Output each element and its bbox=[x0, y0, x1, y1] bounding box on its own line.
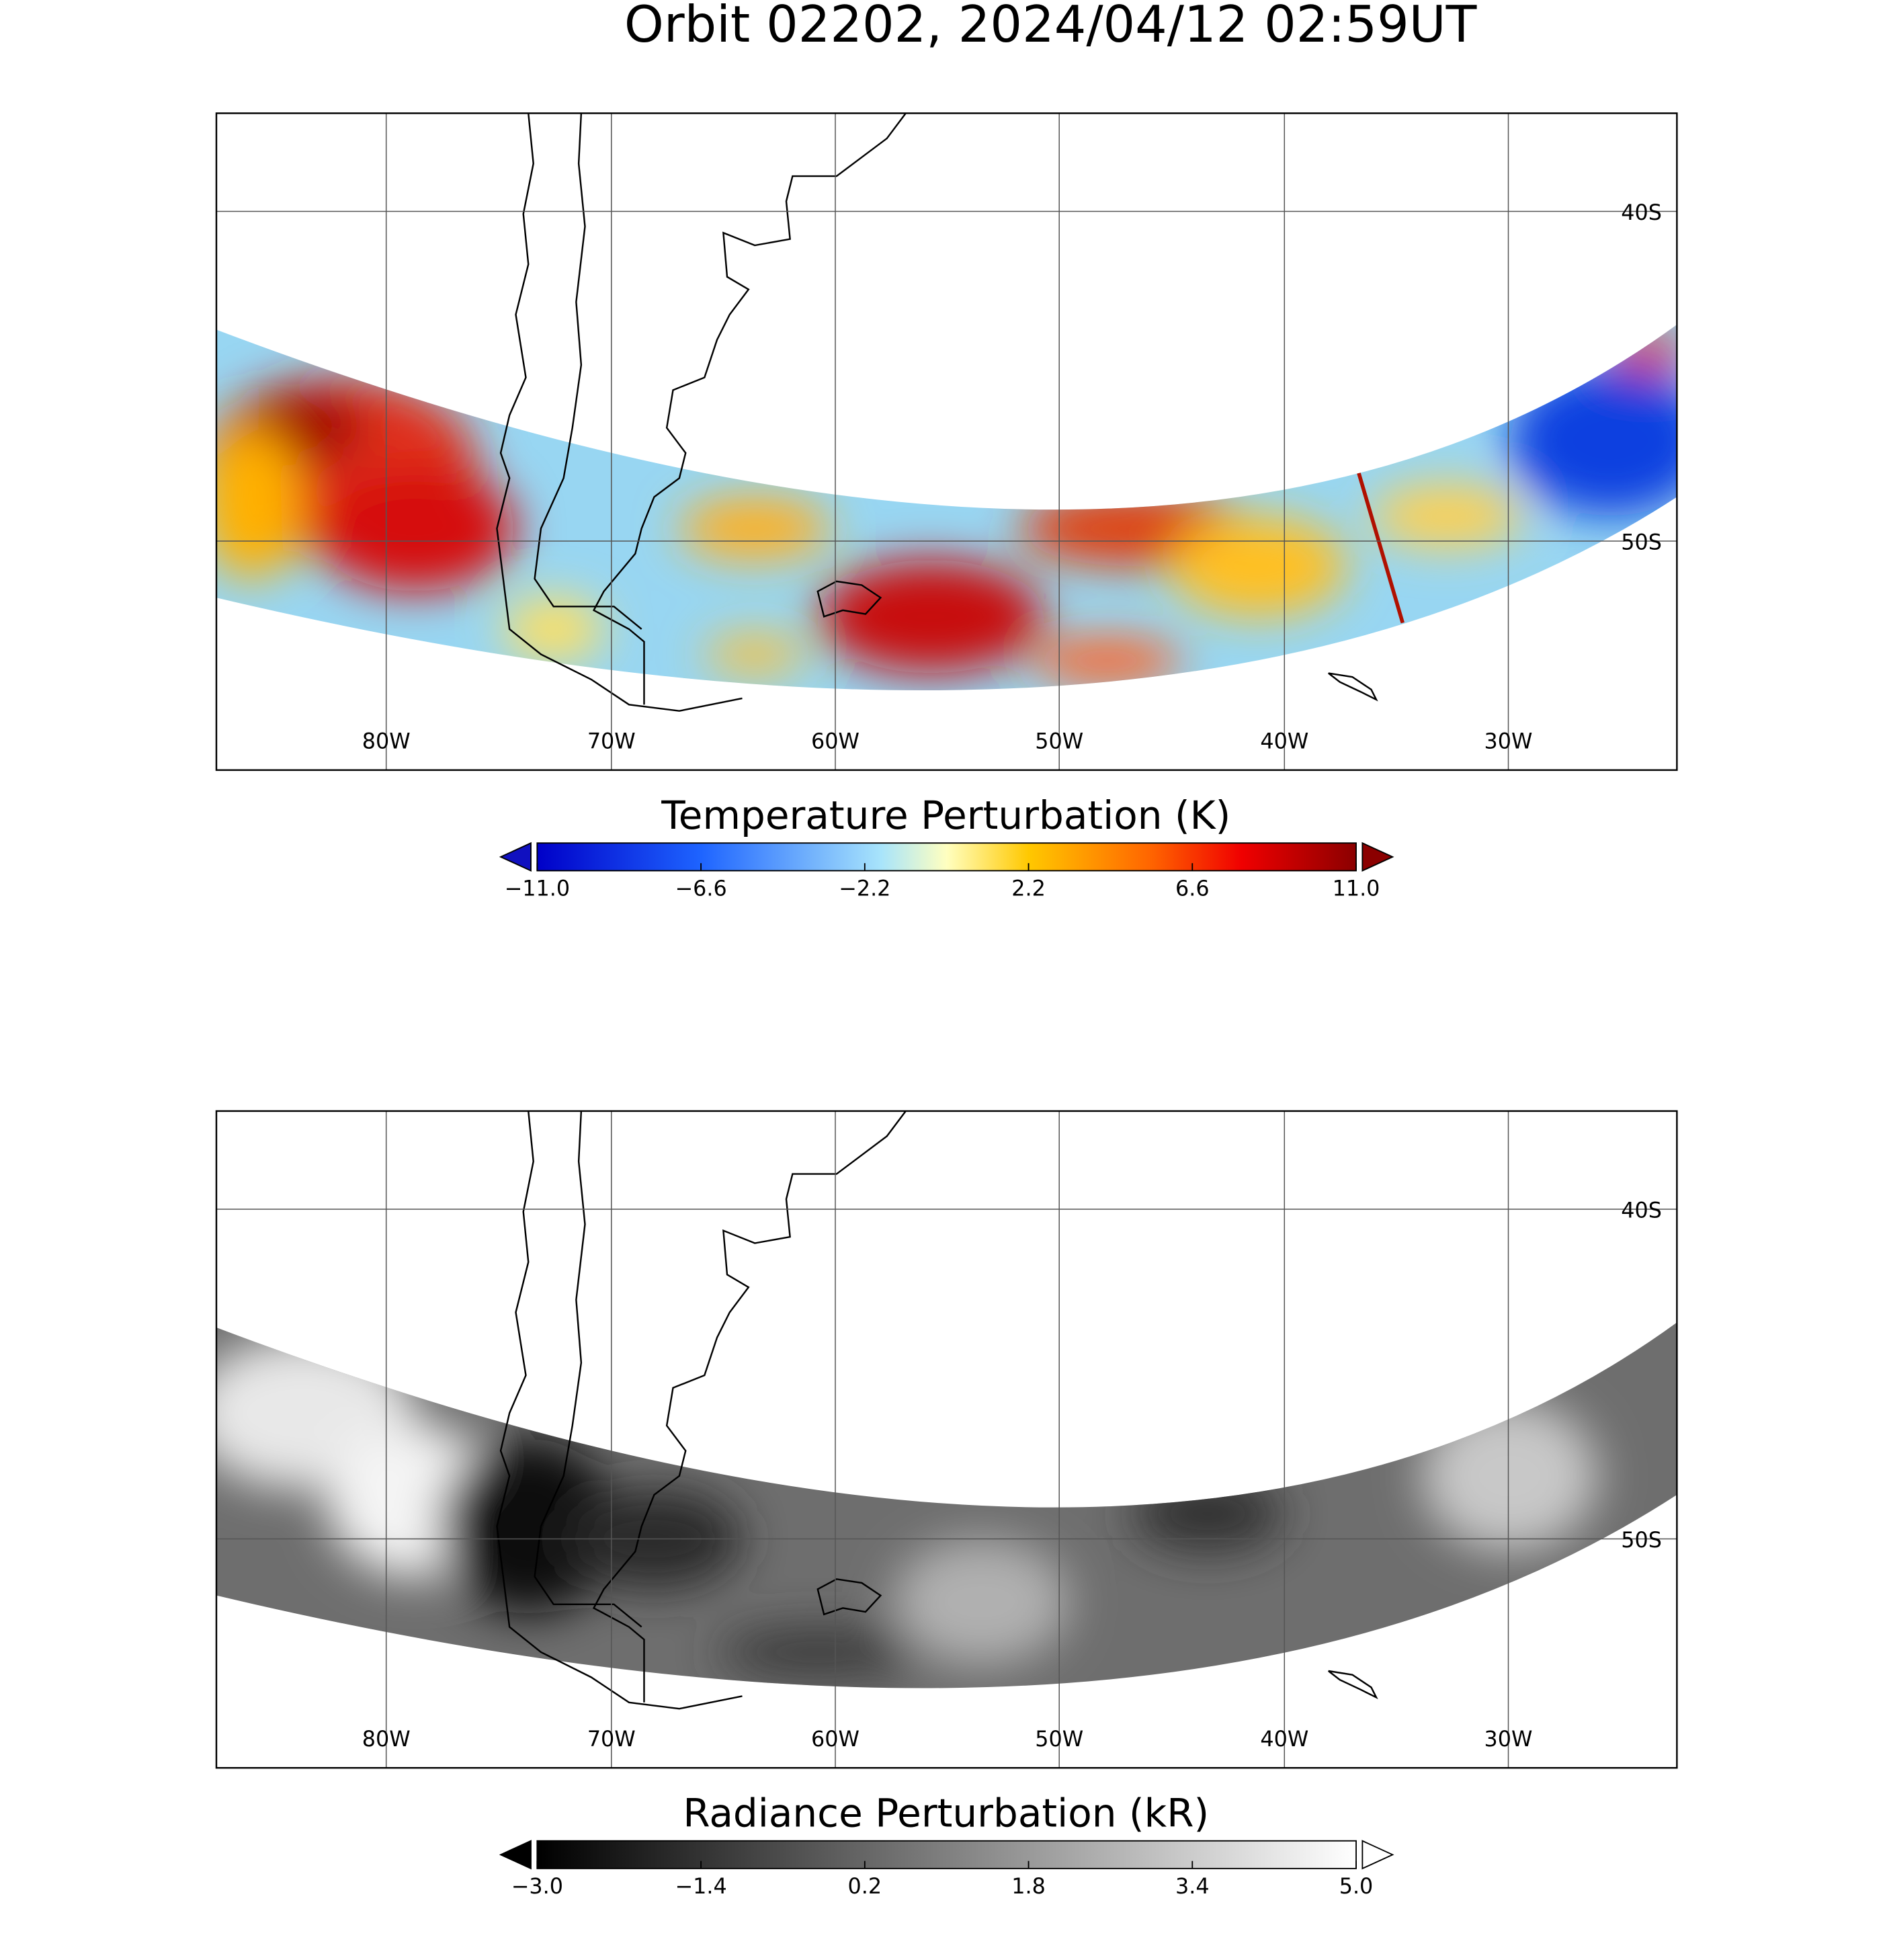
lon-label: 60W bbox=[811, 728, 859, 753]
swath bbox=[216, 1322, 1677, 1688]
colorbar-bar bbox=[536, 842, 1357, 872]
colorbar: Radiance Perturbation (kR) −3.0 −1.4 0.2 1.8… bbox=[499, 1790, 1394, 1899]
lat-label: 50S bbox=[1621, 530, 1662, 555]
colorbar-tick-label: −1.4 bbox=[675, 1873, 726, 1899]
colorbar-tick-label: 1.8 bbox=[1011, 1873, 1046, 1899]
colorbar-tick-label: 2.2 bbox=[1011, 875, 1046, 901]
lon-label: 30W bbox=[1484, 728, 1533, 753]
swath bbox=[216, 324, 1677, 691]
map-frame bbox=[215, 1110, 1678, 1769]
colorbar-tick-label: 0.2 bbox=[848, 1873, 882, 1899]
lat-label: 50S bbox=[1621, 1527, 1662, 1553]
colorbar-extend-high bbox=[1361, 842, 1394, 872]
colorbar-tick-label: 6.6 bbox=[1175, 875, 1210, 901]
colorbar-tick-label: −3.0 bbox=[511, 1873, 563, 1899]
lon-label: 80W bbox=[362, 728, 411, 753]
lon-label: 80W bbox=[362, 1726, 411, 1752]
lat-label: 40S bbox=[1621, 200, 1662, 225]
colorbar: Temperature Perturbation (K) −11.0 −6.6 −2.… bbox=[499, 792, 1394, 901]
colorbar-extend-low bbox=[499, 1840, 532, 1870]
colorbar-tick-label: 11.0 bbox=[1333, 875, 1380, 901]
lon-label: 70W bbox=[587, 1726, 636, 1752]
colorbar-title: Temperature Perturbation (K) bbox=[661, 792, 1230, 838]
colorbar-title: Radiance Perturbation (kR) bbox=[683, 1790, 1209, 1836]
map-frame bbox=[215, 112, 1678, 771]
lon-label: 30W bbox=[1484, 1726, 1533, 1752]
map-panel: 80W 70W 60W 50W 40W 30W 40S 50S Radiance Perturb… bbox=[215, 1110, 1678, 1899]
colorbar-extend-high bbox=[1361, 1840, 1394, 1870]
colorbar-bar bbox=[536, 1840, 1357, 1869]
colorbar-tick-label: −6.6 bbox=[675, 875, 726, 901]
colorbar-tick-label: 5.0 bbox=[1339, 1873, 1374, 1899]
map-panel: 80W 70W 60W 50W 40W 30W 40S 50S Temperature Pert… bbox=[215, 112, 1678, 901]
lon-label: 50W bbox=[1035, 1726, 1083, 1752]
lon-label: 60W bbox=[811, 1726, 859, 1752]
lat-label: 40S bbox=[1621, 1198, 1662, 1223]
lon-label: 40W bbox=[1260, 1726, 1308, 1752]
colorbar-tick-label: 3.4 bbox=[1175, 1873, 1210, 1899]
colorbar-tick-label: −11.0 bbox=[505, 875, 571, 901]
colorbar-extend-low bbox=[499, 842, 532, 872]
figure-title: Orbit 02202, 2024/04/12 02:59UT bbox=[624, 0, 1477, 54]
lon-label: 40W bbox=[1260, 728, 1308, 753]
lon-label: 50W bbox=[1035, 728, 1083, 753]
lon-label: 70W bbox=[587, 728, 636, 753]
colorbar-tick-label: −2.2 bbox=[839, 875, 890, 901]
